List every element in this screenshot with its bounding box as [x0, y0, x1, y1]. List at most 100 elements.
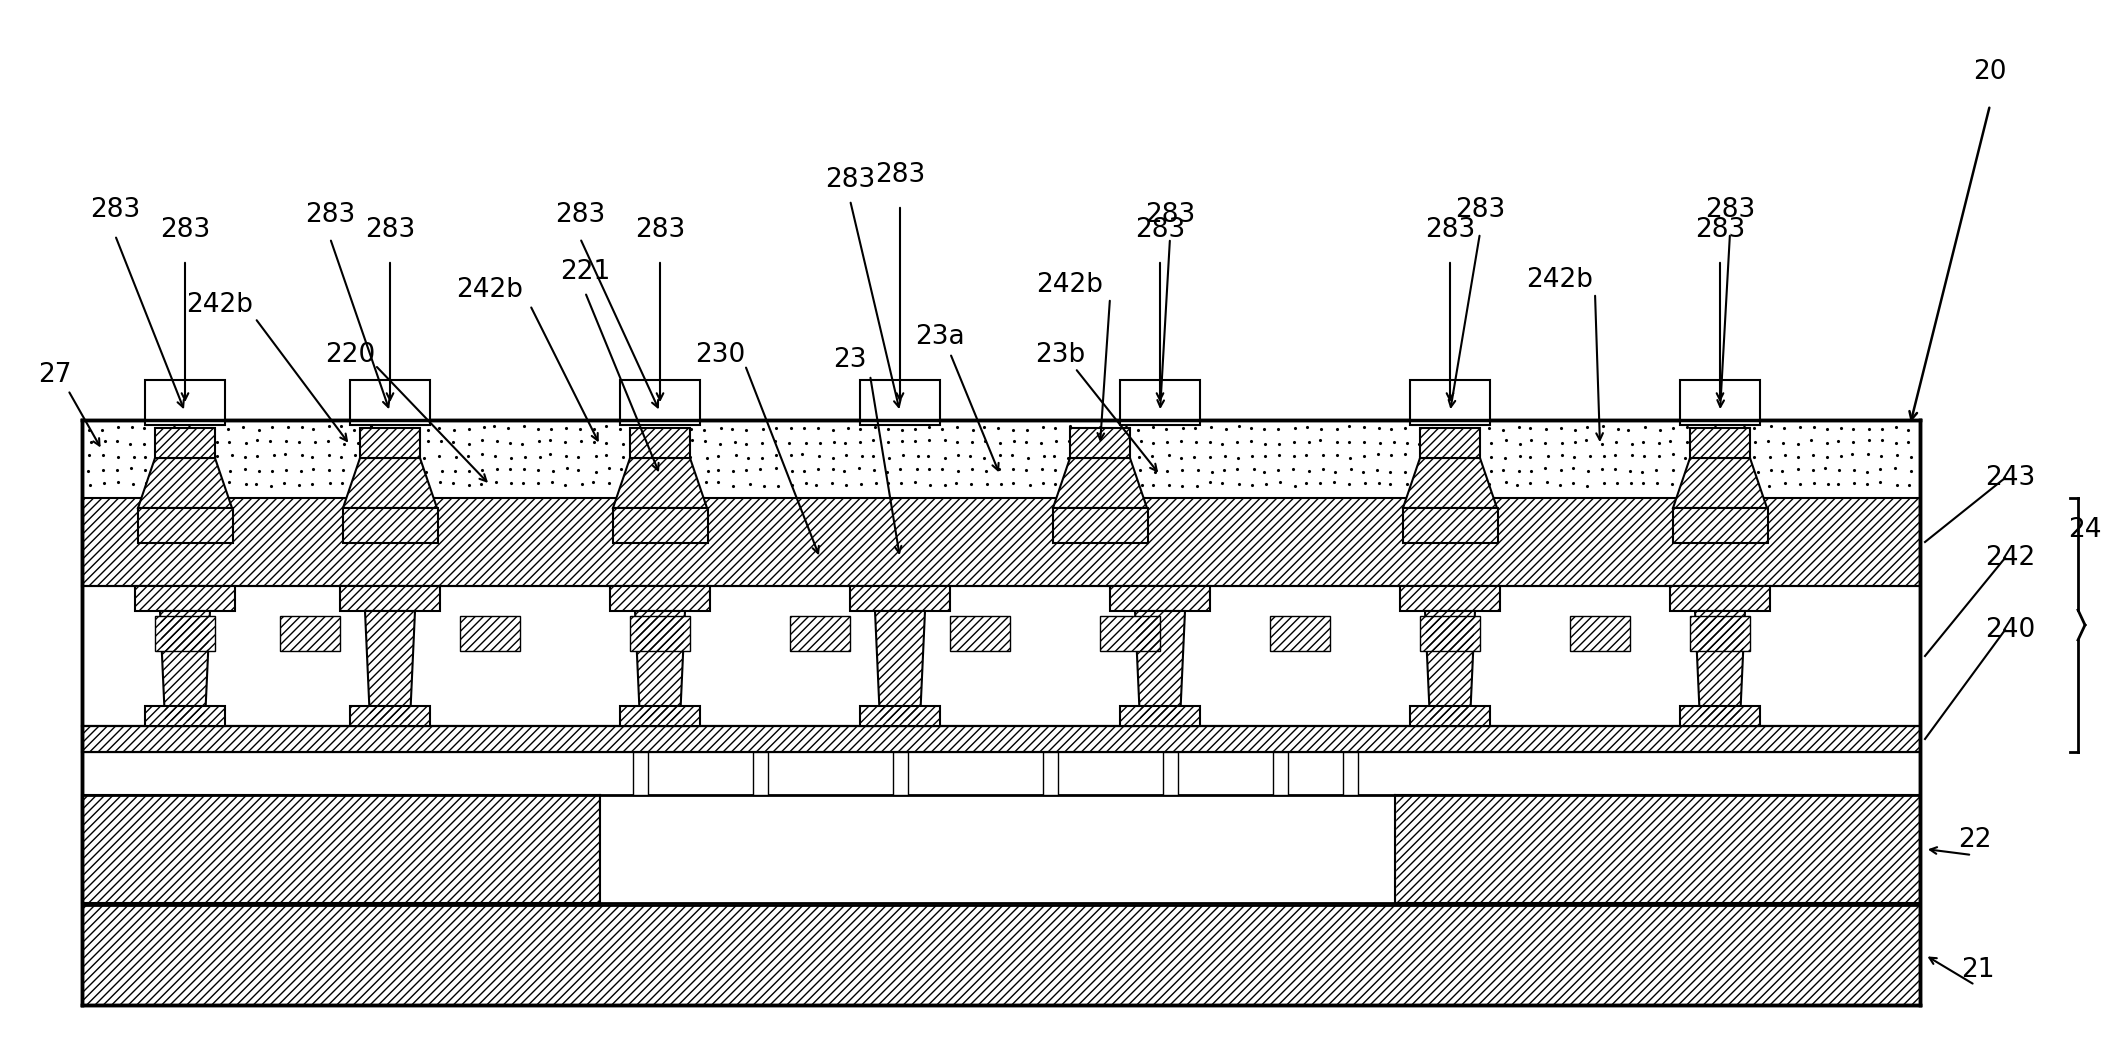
- Bar: [83, 726, 1919, 752]
- Bar: [1070, 428, 1129, 458]
- Text: 283: 283: [1144, 202, 1195, 228]
- Bar: [1395, 795, 1919, 903]
- Bar: [1100, 616, 1159, 651]
- Text: 283: 283: [89, 197, 140, 223]
- Bar: [1420, 428, 1480, 458]
- Bar: [1410, 380, 1490, 425]
- Text: 22: 22: [1957, 827, 1991, 853]
- Text: 221: 221: [560, 259, 609, 285]
- Bar: [790, 616, 849, 651]
- Text: 283: 283: [826, 167, 875, 193]
- Polygon shape: [635, 611, 686, 721]
- Bar: [155, 428, 214, 458]
- Text: 283: 283: [159, 217, 210, 243]
- Bar: [849, 586, 949, 611]
- Bar: [1571, 616, 1630, 651]
- Bar: [350, 706, 431, 726]
- Text: 283: 283: [1705, 197, 1756, 223]
- Bar: [1344, 752, 1359, 795]
- Text: 242: 242: [1985, 545, 2036, 571]
- Text: 283: 283: [1694, 217, 1745, 243]
- Bar: [894, 752, 909, 795]
- Text: 23b: 23b: [1034, 342, 1085, 368]
- Bar: [860, 380, 940, 425]
- Text: 283: 283: [875, 162, 926, 188]
- Polygon shape: [344, 458, 437, 508]
- Bar: [633, 752, 648, 795]
- Bar: [1399, 586, 1501, 611]
- Bar: [631, 428, 690, 458]
- Text: 243: 243: [1985, 465, 2036, 491]
- Bar: [461, 616, 520, 651]
- Bar: [138, 508, 234, 543]
- Bar: [340, 586, 439, 611]
- Polygon shape: [1136, 611, 1185, 721]
- Bar: [344, 508, 437, 543]
- Bar: [1420, 616, 1480, 651]
- Bar: [361, 428, 420, 458]
- Bar: [620, 706, 701, 726]
- Polygon shape: [1673, 458, 1766, 508]
- Bar: [1679, 706, 1760, 726]
- Bar: [83, 905, 1919, 1005]
- Polygon shape: [1403, 458, 1497, 508]
- Bar: [144, 706, 225, 726]
- Bar: [620, 380, 701, 425]
- Bar: [949, 616, 1011, 651]
- Bar: [754, 752, 769, 795]
- Bar: [83, 752, 1919, 795]
- Text: 24: 24: [2068, 517, 2102, 543]
- Text: 283: 283: [1425, 217, 1475, 243]
- Bar: [1673, 508, 1768, 543]
- Bar: [1121, 380, 1199, 425]
- Text: 220: 220: [325, 342, 376, 368]
- Bar: [136, 586, 236, 611]
- Text: 242b: 242b: [1036, 272, 1104, 298]
- Bar: [601, 795, 1395, 903]
- Text: 283: 283: [554, 202, 605, 228]
- Bar: [1110, 586, 1210, 611]
- Text: 283: 283: [306, 202, 355, 228]
- Polygon shape: [1053, 458, 1146, 508]
- Polygon shape: [875, 611, 926, 721]
- Bar: [631, 616, 690, 651]
- Bar: [1690, 616, 1749, 651]
- Text: 242b: 242b: [1526, 267, 1594, 293]
- Bar: [1671, 586, 1771, 611]
- Bar: [1163, 752, 1178, 795]
- Bar: [83, 498, 1919, 586]
- Bar: [1121, 706, 1199, 726]
- Polygon shape: [159, 611, 210, 721]
- Text: 27: 27: [38, 362, 72, 388]
- Bar: [83, 795, 601, 903]
- Bar: [860, 706, 940, 726]
- Polygon shape: [365, 611, 414, 721]
- Bar: [350, 380, 431, 425]
- Text: 283: 283: [365, 217, 416, 243]
- Polygon shape: [1425, 611, 1475, 721]
- Bar: [83, 420, 1919, 498]
- Text: 230: 230: [694, 342, 745, 368]
- Bar: [609, 586, 709, 611]
- Bar: [280, 616, 340, 651]
- Bar: [83, 586, 1919, 726]
- Bar: [144, 380, 225, 425]
- Polygon shape: [1694, 611, 1745, 721]
- Bar: [1410, 706, 1490, 726]
- Bar: [1679, 380, 1760, 425]
- Bar: [1690, 428, 1749, 458]
- Bar: [1403, 508, 1499, 543]
- Bar: [1042, 752, 1057, 795]
- Bar: [1053, 508, 1149, 543]
- Text: 20: 20: [1972, 59, 2006, 85]
- Text: 242b: 242b: [456, 277, 524, 303]
- Text: 23: 23: [832, 347, 866, 373]
- Text: 283: 283: [635, 217, 686, 243]
- Text: 23a: 23a: [915, 324, 964, 350]
- Bar: [1270, 616, 1329, 651]
- Polygon shape: [138, 458, 231, 508]
- Text: 283: 283: [1136, 217, 1185, 243]
- Polygon shape: [614, 458, 707, 508]
- Text: 240: 240: [1985, 617, 2036, 643]
- Bar: [614, 508, 707, 543]
